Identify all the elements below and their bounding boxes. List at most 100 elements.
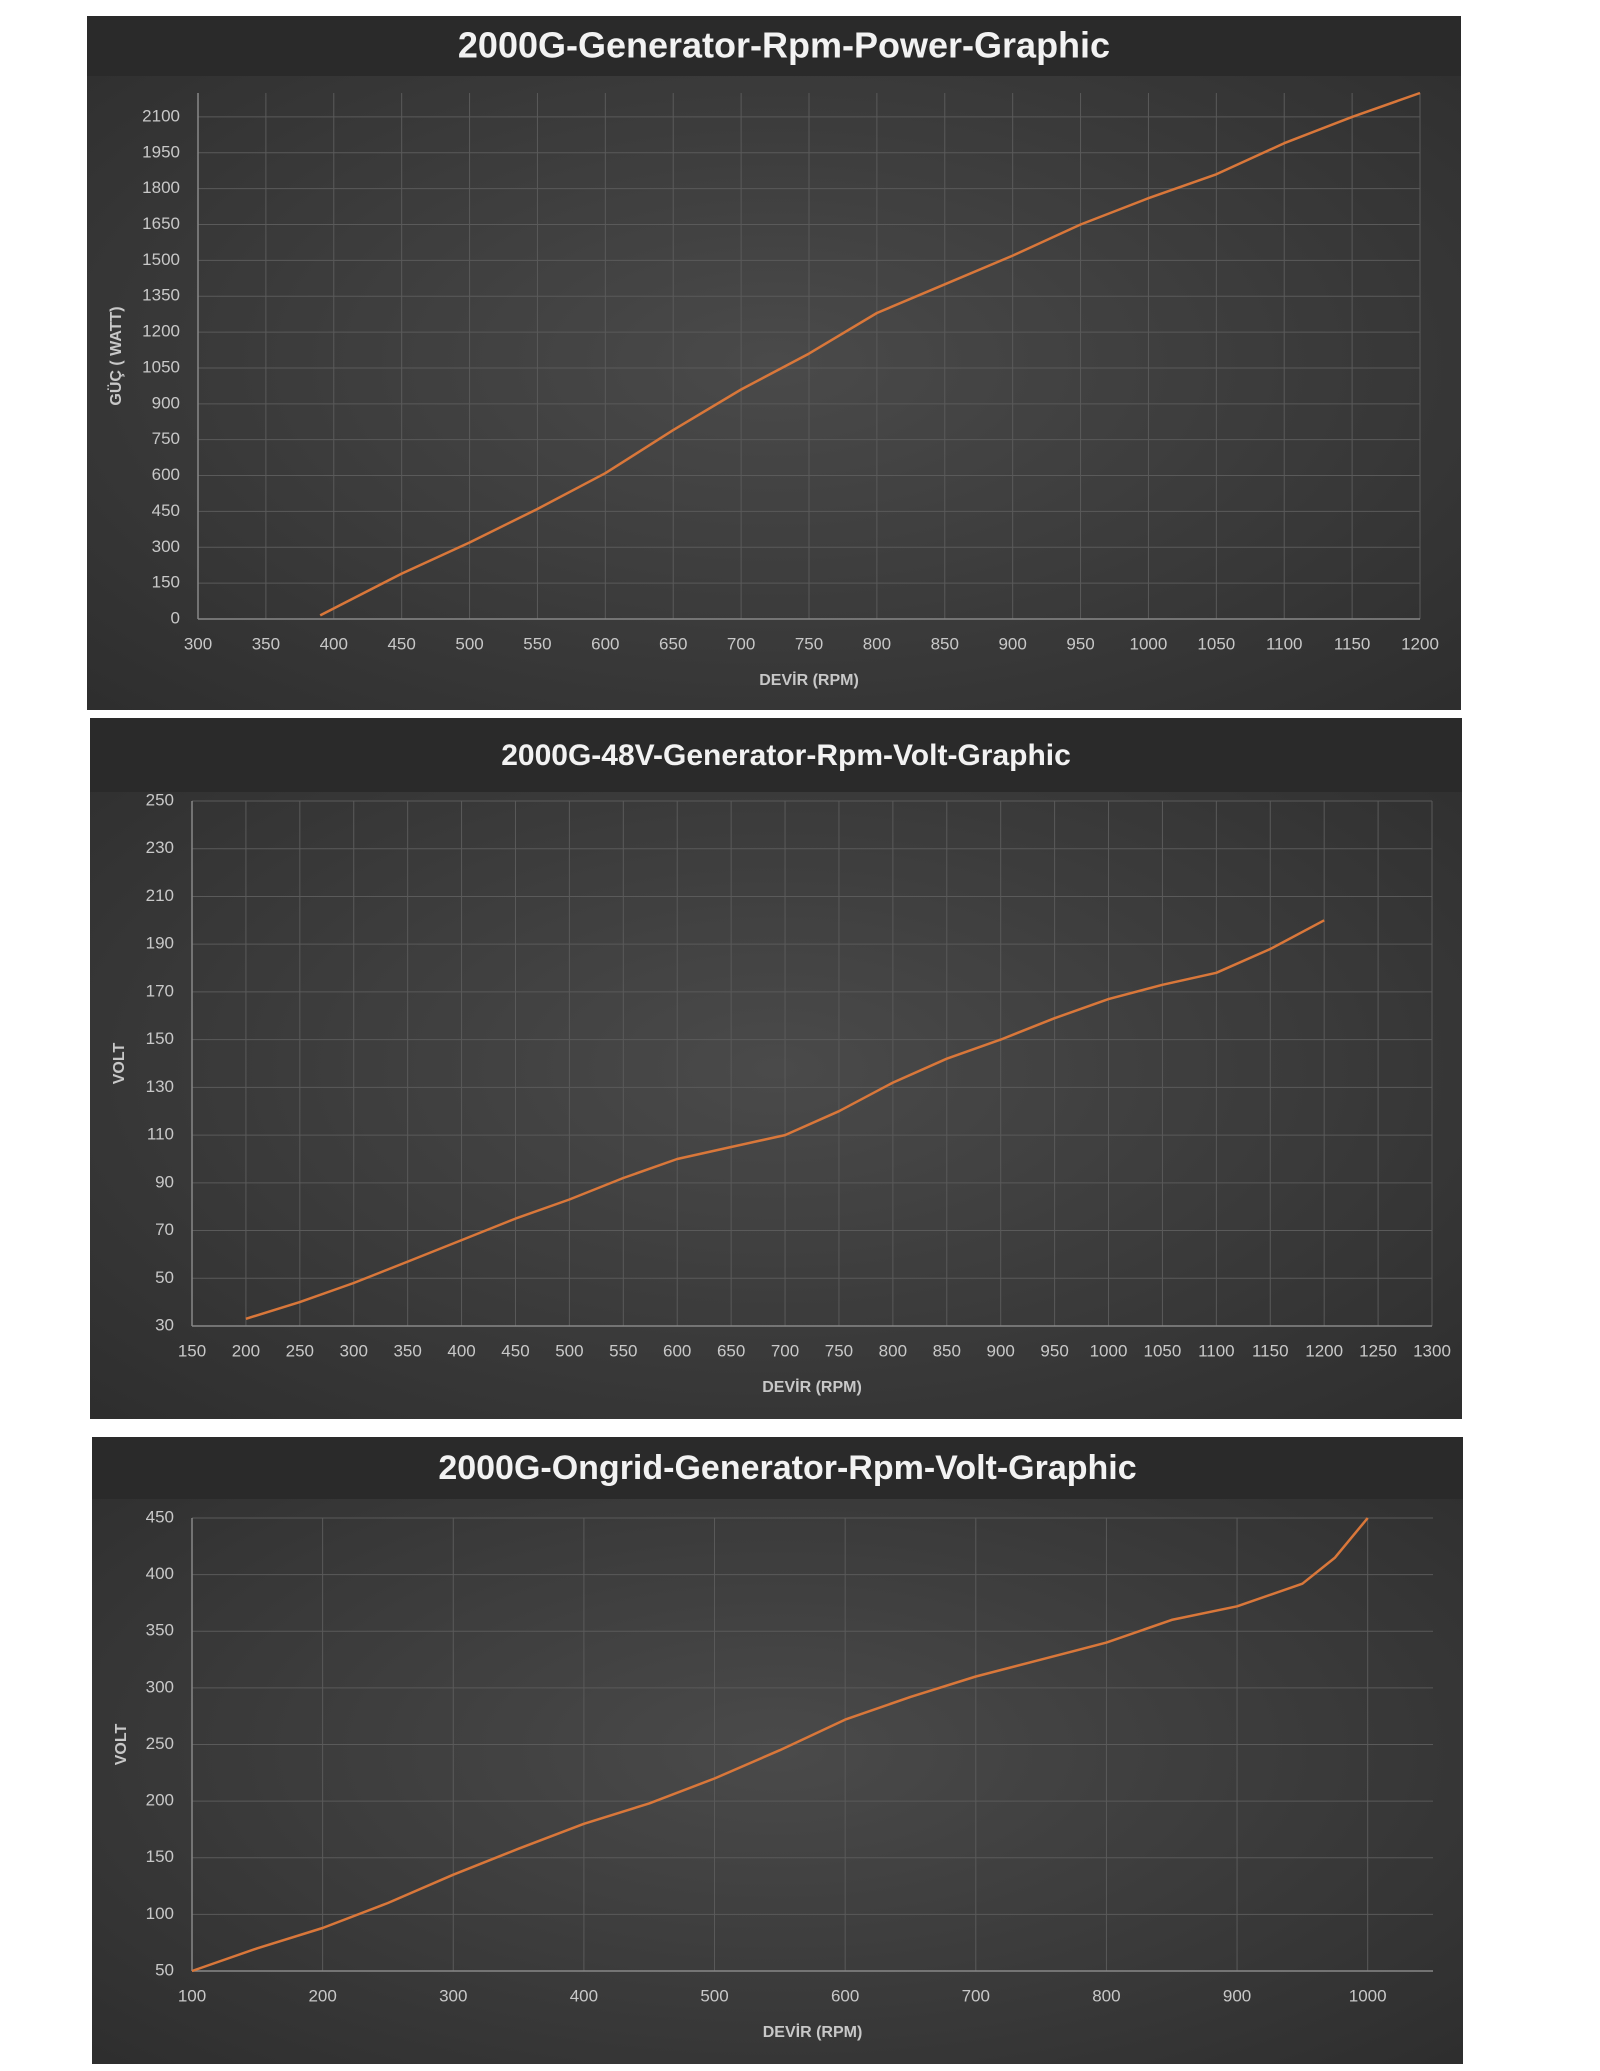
x-tick-label: 300 bbox=[184, 634, 212, 653]
x-tick-label: 1150 bbox=[1252, 1341, 1289, 1360]
x-tick-label: 900 bbox=[998, 634, 1026, 653]
y-tick-label: 0 bbox=[171, 608, 180, 627]
title-band bbox=[92, 1437, 1463, 1499]
y-tick-label: 30 bbox=[155, 1315, 174, 1334]
x-tick-label: 500 bbox=[555, 1341, 583, 1360]
y-tick-label: 50 bbox=[155, 1268, 174, 1287]
y-tick-label: 70 bbox=[155, 1220, 174, 1239]
x-tick-label: 1100 bbox=[1198, 1341, 1235, 1360]
x-tick-label: 450 bbox=[387, 634, 415, 653]
y-tick-label: 150 bbox=[146, 1029, 174, 1048]
y-tick-label: 190 bbox=[146, 934, 174, 953]
x-tick-label: 500 bbox=[700, 1986, 728, 2005]
y-tick-label: 300 bbox=[146, 1677, 174, 1696]
x-tick-label: 450 bbox=[501, 1341, 529, 1360]
y-tick-label: 100 bbox=[146, 1904, 174, 1923]
x-tick-label: 750 bbox=[825, 1341, 853, 1360]
x-tick-label: 700 bbox=[962, 1986, 990, 2005]
y-tick-label: 210 bbox=[146, 886, 174, 905]
data-line bbox=[319, 91, 1421, 617]
x-tick-label: 900 bbox=[1223, 1986, 1251, 2005]
title-band bbox=[90, 718, 1462, 792]
x-tick-label: 200 bbox=[232, 1341, 260, 1360]
x-tick-label: 1150 bbox=[1334, 634, 1371, 653]
x-tick-label: 750 bbox=[795, 634, 823, 653]
chart-title: 2000G-48V-Generator-Rpm-Volt-Graphic bbox=[501, 739, 1071, 772]
y-tick-label: 400 bbox=[146, 1564, 174, 1583]
y-tick-label: 110 bbox=[147, 1125, 174, 1144]
y-tick-label: 2100 bbox=[142, 106, 180, 125]
x-tick-label: 550 bbox=[523, 634, 551, 653]
x-tick-label: 200 bbox=[308, 1986, 336, 2005]
y-tick-label: 600 bbox=[152, 465, 180, 484]
y-tick-label: 350 bbox=[146, 1621, 174, 1640]
x-tick-label: 400 bbox=[570, 1986, 598, 2005]
x-tick-label: 600 bbox=[591, 634, 619, 653]
x-tick-label: 950 bbox=[1066, 634, 1094, 653]
x-tick-label: 350 bbox=[252, 634, 280, 653]
x-tick-label: 1200 bbox=[1401, 634, 1439, 653]
y-tick-label: 1950 bbox=[142, 142, 180, 161]
data-line bbox=[191, 1517, 1369, 1973]
chart-title: 2000G-Generator-Rpm-Power-Graphic bbox=[458, 25, 1110, 66]
x-tick-label: 1000 bbox=[1130, 634, 1168, 653]
x-axis-label: DEVİR (RPM) bbox=[763, 2023, 863, 2041]
x-tick-label: 300 bbox=[340, 1341, 368, 1360]
y-axis-label: VOLT bbox=[113, 1724, 130, 1766]
x-tick-label: 600 bbox=[831, 1986, 859, 2005]
x-tick-label: 700 bbox=[771, 1341, 799, 1360]
y-axis-label: VOLT bbox=[111, 1043, 128, 1085]
x-axis-label: DEVİR (RPM) bbox=[759, 671, 859, 689]
y-tick-label: 1650 bbox=[142, 214, 180, 233]
chart-title: 2000G-Ongrid-Generator-Rpm-Volt-Graphic bbox=[438, 1449, 1136, 1487]
y-tick-label: 130 bbox=[146, 1077, 174, 1096]
x-tick-label: 1100 bbox=[1266, 634, 1303, 653]
y-tick-label: 170 bbox=[146, 981, 174, 1000]
y-tick-label: 1050 bbox=[142, 357, 180, 376]
x-tick-label: 1200 bbox=[1305, 1341, 1343, 1360]
x-axis-label: DEVİR (RPM) bbox=[762, 1378, 862, 1396]
x-tick-label: 1250 bbox=[1359, 1341, 1397, 1360]
y-tick-label: 300 bbox=[152, 537, 180, 556]
x-tick-label: 600 bbox=[663, 1341, 691, 1360]
x-tick-label: 400 bbox=[320, 634, 348, 653]
y-tick-label: 90 bbox=[155, 1172, 174, 1191]
x-tick-label: 1050 bbox=[1144, 1341, 1182, 1360]
y-tick-label: 1200 bbox=[142, 322, 180, 341]
y-tick-label: 200 bbox=[146, 1791, 174, 1810]
y-tick-label: 150 bbox=[152, 573, 180, 592]
x-tick-label: 800 bbox=[879, 1341, 907, 1360]
y-tick-label: 450 bbox=[152, 501, 180, 520]
x-tick-label: 900 bbox=[987, 1341, 1015, 1360]
x-tick-label: 650 bbox=[717, 1341, 745, 1360]
y-tick-label: 750 bbox=[152, 429, 180, 448]
x-tick-label: 250 bbox=[286, 1341, 314, 1360]
y-tick-label: 50 bbox=[155, 1960, 174, 1979]
x-tick-label: 800 bbox=[1092, 1986, 1120, 2005]
x-tick-label: 1050 bbox=[1197, 634, 1235, 653]
x-tick-label: 550 bbox=[609, 1341, 637, 1360]
chart-panel bbox=[90, 718, 1462, 1419]
x-tick-label: 800 bbox=[863, 634, 891, 653]
y-tick-label: 250 bbox=[146, 1734, 174, 1753]
x-tick-label: 100 bbox=[178, 1986, 206, 2005]
title-band bbox=[87, 16, 1461, 76]
y-tick-label: 250 bbox=[146, 790, 174, 809]
x-tick-label: 950 bbox=[1040, 1341, 1068, 1360]
y-tick-label: 450 bbox=[146, 1507, 174, 1526]
x-tick-label: 1300 bbox=[1413, 1341, 1451, 1360]
x-tick-label: 700 bbox=[727, 634, 755, 653]
x-tick-label: 850 bbox=[931, 634, 959, 653]
x-tick-label: 1000 bbox=[1349, 1986, 1387, 2005]
x-tick-label: 500 bbox=[455, 634, 483, 653]
x-tick-label: 300 bbox=[439, 1986, 467, 2005]
y-tick-label: 1350 bbox=[142, 286, 180, 305]
y-tick-label: 1800 bbox=[142, 178, 180, 197]
chart-panel bbox=[87, 16, 1461, 710]
y-tick-label: 150 bbox=[146, 1847, 174, 1866]
x-tick-label: 650 bbox=[659, 634, 687, 653]
x-tick-label: 1000 bbox=[1090, 1341, 1128, 1360]
y-tick-label: 1500 bbox=[142, 250, 180, 269]
x-tick-label: 400 bbox=[447, 1341, 475, 1360]
